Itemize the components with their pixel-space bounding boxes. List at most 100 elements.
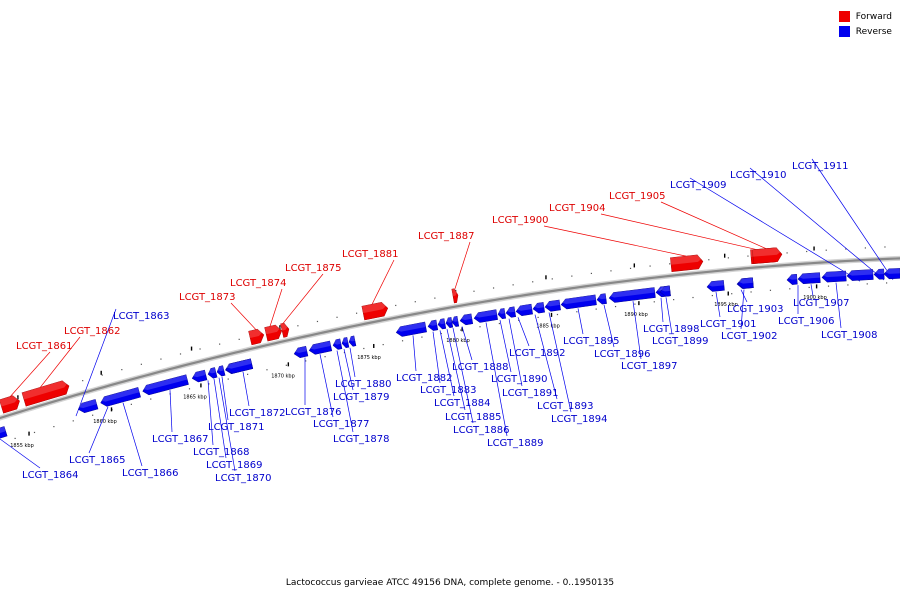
gene-label-lcgt_1898[interactable]: LCGT_1898 xyxy=(643,324,700,335)
leader-line-lcgt_1900 xyxy=(543,225,687,257)
gene-arrow-lcgt_1872[interactable] xyxy=(225,358,254,375)
gene-arrow-lcgt_1862[interactable] xyxy=(21,379,71,407)
gene-label-lcgt_1868[interactable]: LCGT_1868 xyxy=(193,447,250,458)
gene-arrow-lcgt_1861[interactable] xyxy=(0,394,22,414)
gene-label-lcgt_1872[interactable]: LCGT_1872 xyxy=(229,408,286,419)
gene-arrow-lcgt_1878[interactable] xyxy=(332,338,343,350)
gene-label-lcgt_1871[interactable]: LCGT_1871 xyxy=(208,422,265,433)
gene-arrow-lcgt_1882[interactable] xyxy=(395,321,427,337)
gene-label-lcgt_1893[interactable]: LCGT_1893 xyxy=(537,401,594,412)
gene-label-lcgt_1889[interactable]: LCGT_1889 xyxy=(487,438,544,449)
gene-arrow-lcgt_1909[interactable] xyxy=(846,269,874,281)
gene-label-lcgt_1908[interactable]: LCGT_1908 xyxy=(821,330,878,341)
gene-arrow-lcgt_1868[interactable] xyxy=(191,369,208,383)
gene-arrow-lcgt_1892[interactable] xyxy=(515,303,533,316)
tick-dot xyxy=(673,299,675,301)
gene-arrow-lcgt_1884[interactable] xyxy=(437,318,447,330)
gene-arrow-lcgt_1867[interactable] xyxy=(141,374,189,396)
gene-arrow-lcgt_1869[interactable] xyxy=(207,367,218,380)
gene-label-lcgt_1877[interactable]: LCGT_1877 xyxy=(313,419,370,430)
gene-arrow-lcgt_1885[interactable] xyxy=(445,317,454,328)
gene-label-lcgt_1905[interactable]: LCGT_1905 xyxy=(609,191,666,202)
gene-arrow-lcgt_1877[interactable] xyxy=(308,340,333,355)
gene-arrow-lcgt_1896[interactable] xyxy=(596,293,607,305)
gene-arrow-lcgt_1864[interactable] xyxy=(0,426,8,440)
gene-label-lcgt_1892[interactable]: LCGT_1892 xyxy=(509,348,566,359)
gene-arrow-lcgt_1907[interactable] xyxy=(797,272,821,285)
gene-arrow-lcgt_1893[interactable] xyxy=(532,302,545,314)
gene-arrow-lcgt_1887[interactable] xyxy=(451,288,459,304)
gene-arrow-lcgt_1897[interactable] xyxy=(608,287,656,304)
gene-label-lcgt_1885[interactable]: LCGT_1885 xyxy=(445,412,502,423)
gene-label-lcgt_1864[interactable]: LCGT_1864 xyxy=(22,470,79,481)
gene-label-lcgt_1909[interactable]: LCGT_1909 xyxy=(670,180,727,191)
gene-arrow-lcgt_1888[interactable] xyxy=(459,313,474,326)
gene-arrow-lcgt_1911[interactable] xyxy=(883,268,900,280)
gene-label-lcgt_1895[interactable]: LCGT_1895 xyxy=(563,336,620,347)
gene-label-lcgt_1863[interactable]: LCGT_1863 xyxy=(113,311,170,322)
gene-label-lcgt_1879[interactable]: LCGT_1879 xyxy=(333,392,390,403)
gene-label-lcgt_1861[interactable]: LCGT_1861 xyxy=(16,341,73,352)
gene-label-lcgt_1904[interactable]: LCGT_1904 xyxy=(549,203,606,214)
gene-arrow-lcgt_1901[interactable] xyxy=(706,280,725,292)
gene-arrow-lcgt_1876[interactable] xyxy=(293,345,309,359)
gene-label-lcgt_1894[interactable]: LCGT_1894 xyxy=(551,414,608,425)
gene-label-lcgt_1907[interactable]: LCGT_1907 xyxy=(793,298,850,309)
gene-label-lcgt_1862[interactable]: LCGT_1862 xyxy=(64,326,121,337)
gene-label-lcgt_1888[interactable]: LCGT_1888 xyxy=(452,362,509,373)
gene-label-lcgt_1874[interactable]: LCGT_1874 xyxy=(230,278,287,289)
gene-label-lcgt_1906[interactable]: LCGT_1906 xyxy=(778,316,835,327)
gene-arrow-lcgt_1889[interactable] xyxy=(473,309,498,324)
gene-arrow-lcgt_1899[interactable] xyxy=(659,285,671,297)
gene-arrow-lcgt_1890[interactable] xyxy=(497,308,507,320)
gene-arrow-lcgt_1900[interactable] xyxy=(670,254,704,272)
gene-label-lcgt_1890[interactable]: LCGT_1890 xyxy=(491,374,548,385)
gene-arrow-lcgt_1881[interactable] xyxy=(361,301,389,321)
gene-label-lcgt_1897[interactable]: LCGT_1897 xyxy=(621,361,678,372)
gene-label-lcgt_1876[interactable]: LCGT_1876 xyxy=(285,407,342,418)
gene-arrow-lcgt_1865[interactable] xyxy=(77,399,99,414)
gene-arrow-lcgt_1883[interactable] xyxy=(427,319,439,331)
gene-arrow-lcgt_1870[interactable] xyxy=(216,365,226,377)
gene-label-lcgt_1896[interactable]: LCGT_1896 xyxy=(594,349,651,360)
gene-label-lcgt_1902[interactable]: LCGT_1902 xyxy=(721,331,778,342)
gene-label-lcgt_1886[interactable]: LCGT_1886 xyxy=(453,425,510,436)
gene-arrow-lcgt_1886[interactable] xyxy=(451,315,460,327)
gene-label-lcgt_1887[interactable]: LCGT_1887 xyxy=(418,231,475,242)
gene-label-lcgt_1901[interactable]: LCGT_1901 xyxy=(700,319,757,330)
gene-label-lcgt_1910[interactable]: LCGT_1910 xyxy=(730,170,787,181)
gene-label-lcgt_1899[interactable]: LCGT_1899 xyxy=(652,336,709,347)
gene-arrow-lcgt_1910[interactable] xyxy=(873,268,885,280)
gene-label-lcgt_1866[interactable]: LCGT_1866 xyxy=(122,468,179,479)
gene-label-lcgt_1880[interactable]: LCGT_1880 xyxy=(335,379,392,390)
gene-label-lcgt_1884[interactable]: LCGT_1884 xyxy=(434,398,491,409)
leader-line-lcgt_1886 xyxy=(452,327,474,424)
gene-arrow-lcgt_1894[interactable] xyxy=(544,299,561,312)
gene-arrow-lcgt_1905[interactable] xyxy=(752,247,783,264)
gene-arrow-lcgt_1891[interactable] xyxy=(505,306,517,318)
gene-label-lcgt_1881[interactable]: LCGT_1881 xyxy=(342,249,399,260)
gene-label-lcgt_1869[interactable]: LCGT_1869 xyxy=(206,460,263,471)
gene-label-lcgt_1911[interactable]: LCGT_1911 xyxy=(792,161,849,172)
gene-arrow-lcgt_1906[interactable] xyxy=(786,273,798,285)
gene-label-lcgt_1867[interactable]: LCGT_1867 xyxy=(152,434,209,445)
gene-label-lcgt_1883[interactable]: LCGT_1883 xyxy=(420,385,477,396)
gene-label-lcgt_1882[interactable]: LCGT_1882 xyxy=(396,373,453,384)
gene-arrow-lcgt_1874[interactable] xyxy=(264,324,284,342)
gene-label-lcgt_1870[interactable]: LCGT_1870 xyxy=(215,473,272,484)
gene-label-lcgt_1878[interactable]: LCGT_1878 xyxy=(333,434,390,445)
gene-label-lcgt_1873[interactable]: LCGT_1873 xyxy=(179,292,236,303)
gene-arrow-lcgt_1908[interactable] xyxy=(821,270,847,283)
gene-label-lcgt_1865[interactable]: LCGT_1865 xyxy=(69,455,126,466)
gene-arrow-lcgt_1875[interactable] xyxy=(280,322,291,338)
gene-label-lcgt_1903[interactable]: LCGT_1903 xyxy=(727,304,784,315)
gene-arrow-lcgt_1879[interactable] xyxy=(341,337,350,349)
gene-arrow-lcgt_1866[interactable] xyxy=(99,387,141,407)
gene-arrow-lcgt_1895[interactable] xyxy=(560,294,597,310)
gene-label-lcgt_1875[interactable]: LCGT_1875 xyxy=(285,263,342,274)
gene-arrow-lcgt_1903[interactable] xyxy=(737,277,754,289)
gene-label-lcgt_1891[interactable]: LCGT_1891 xyxy=(502,388,559,399)
gene-arrow-lcgt_1880[interactable] xyxy=(348,335,357,347)
gene-label-lcgt_1900[interactable]: LCGT_1900 xyxy=(492,215,549,226)
gene-arrow-lcgt_1873[interactable] xyxy=(248,328,266,346)
